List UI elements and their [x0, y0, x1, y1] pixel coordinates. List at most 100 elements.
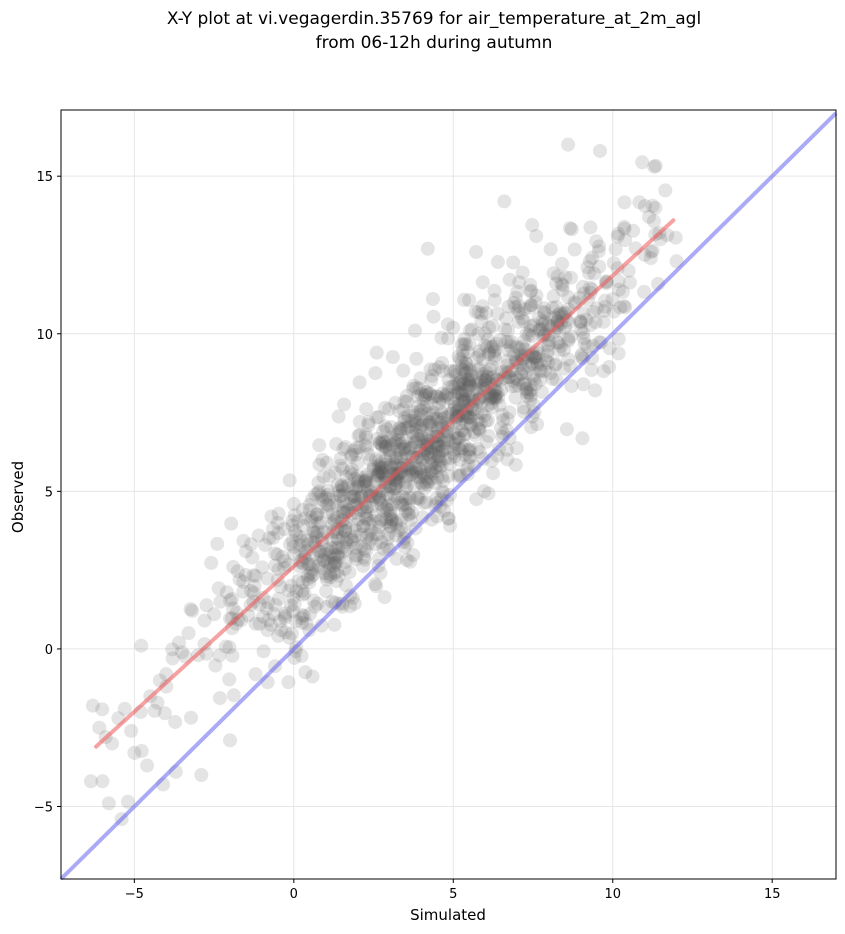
data-point	[558, 270, 573, 285]
data-point	[548, 310, 563, 325]
data-point	[397, 410, 412, 425]
data-point	[412, 492, 427, 507]
data-point	[266, 521, 281, 536]
data-point	[422, 386, 437, 401]
data-point	[210, 536, 225, 551]
data-point	[563, 270, 578, 285]
data-point	[411, 470, 426, 485]
data-point	[165, 642, 180, 657]
data-point	[432, 460, 447, 475]
data-point	[392, 466, 407, 481]
data-point	[351, 512, 366, 527]
data-point	[134, 638, 149, 653]
data-point	[336, 500, 351, 515]
data-point	[544, 311, 559, 326]
data-point	[545, 300, 560, 315]
data-point	[347, 488, 362, 503]
data-point	[236, 574, 251, 589]
data-point	[278, 625, 293, 640]
data-point	[384, 420, 399, 435]
data-point	[359, 509, 374, 524]
data-point	[248, 568, 263, 583]
data-point	[300, 568, 315, 583]
data-point	[534, 357, 549, 372]
data-point	[323, 570, 338, 585]
data-point	[351, 428, 366, 443]
data-point	[331, 533, 346, 548]
data-point	[458, 337, 473, 352]
data-point	[476, 352, 491, 367]
data-point	[482, 345, 497, 360]
data-point	[319, 584, 334, 599]
data-point	[419, 399, 434, 414]
data-point	[458, 392, 473, 407]
data-point	[471, 422, 486, 437]
data-point	[312, 457, 327, 472]
x-tick-label: 10	[604, 887, 621, 902]
data-point	[405, 505, 420, 520]
data-point	[378, 452, 393, 467]
data-point	[352, 502, 367, 517]
data-point	[403, 463, 418, 478]
data-point	[510, 284, 525, 299]
data-point	[480, 339, 495, 354]
data-point	[381, 526, 396, 541]
data-point	[487, 343, 502, 358]
data-point	[586, 304, 601, 319]
data-point	[462, 375, 477, 390]
data-point	[479, 372, 494, 387]
data-point	[184, 710, 199, 725]
data-point	[588, 315, 603, 330]
data-point	[454, 384, 469, 399]
data-point	[401, 507, 416, 522]
data-point	[432, 360, 447, 375]
data-point	[524, 383, 539, 398]
data-point	[219, 585, 234, 600]
data-point	[518, 382, 533, 397]
data-point	[580, 260, 595, 275]
data-point	[487, 390, 502, 405]
data-point	[298, 665, 313, 680]
data-point	[295, 608, 310, 623]
data-point	[575, 431, 590, 446]
data-point	[523, 284, 538, 299]
data-point	[246, 585, 261, 600]
data-point	[457, 292, 472, 307]
data-point	[376, 503, 391, 518]
data-point	[303, 566, 318, 581]
data-point	[605, 292, 620, 307]
data-point	[463, 363, 478, 378]
data-point	[401, 413, 416, 428]
data-point	[311, 475, 326, 490]
data-point	[481, 486, 496, 501]
data-point	[385, 350, 400, 365]
data-point	[548, 358, 563, 373]
data-point	[238, 544, 253, 559]
data-point	[351, 478, 366, 493]
data-point	[490, 255, 505, 270]
data-point	[431, 457, 446, 472]
data-point	[457, 427, 472, 442]
data-point	[475, 299, 490, 314]
data-point	[453, 352, 468, 367]
data-point	[596, 314, 611, 329]
data-point	[295, 587, 310, 602]
data-point	[388, 477, 403, 492]
data-point	[329, 498, 344, 513]
data-point	[613, 300, 628, 315]
data-point	[368, 527, 383, 542]
data-point	[480, 398, 495, 413]
data-point	[392, 442, 407, 457]
data-point	[288, 524, 303, 539]
data-point	[387, 481, 402, 496]
data-point	[480, 332, 495, 347]
data-point	[519, 381, 534, 396]
data-point	[410, 491, 425, 506]
data-point	[469, 382, 484, 397]
data-point	[510, 377, 525, 392]
data-point	[432, 396, 447, 411]
data-point	[424, 373, 439, 388]
data-point	[575, 279, 590, 294]
data-point	[357, 552, 372, 567]
data-point	[480, 413, 495, 428]
